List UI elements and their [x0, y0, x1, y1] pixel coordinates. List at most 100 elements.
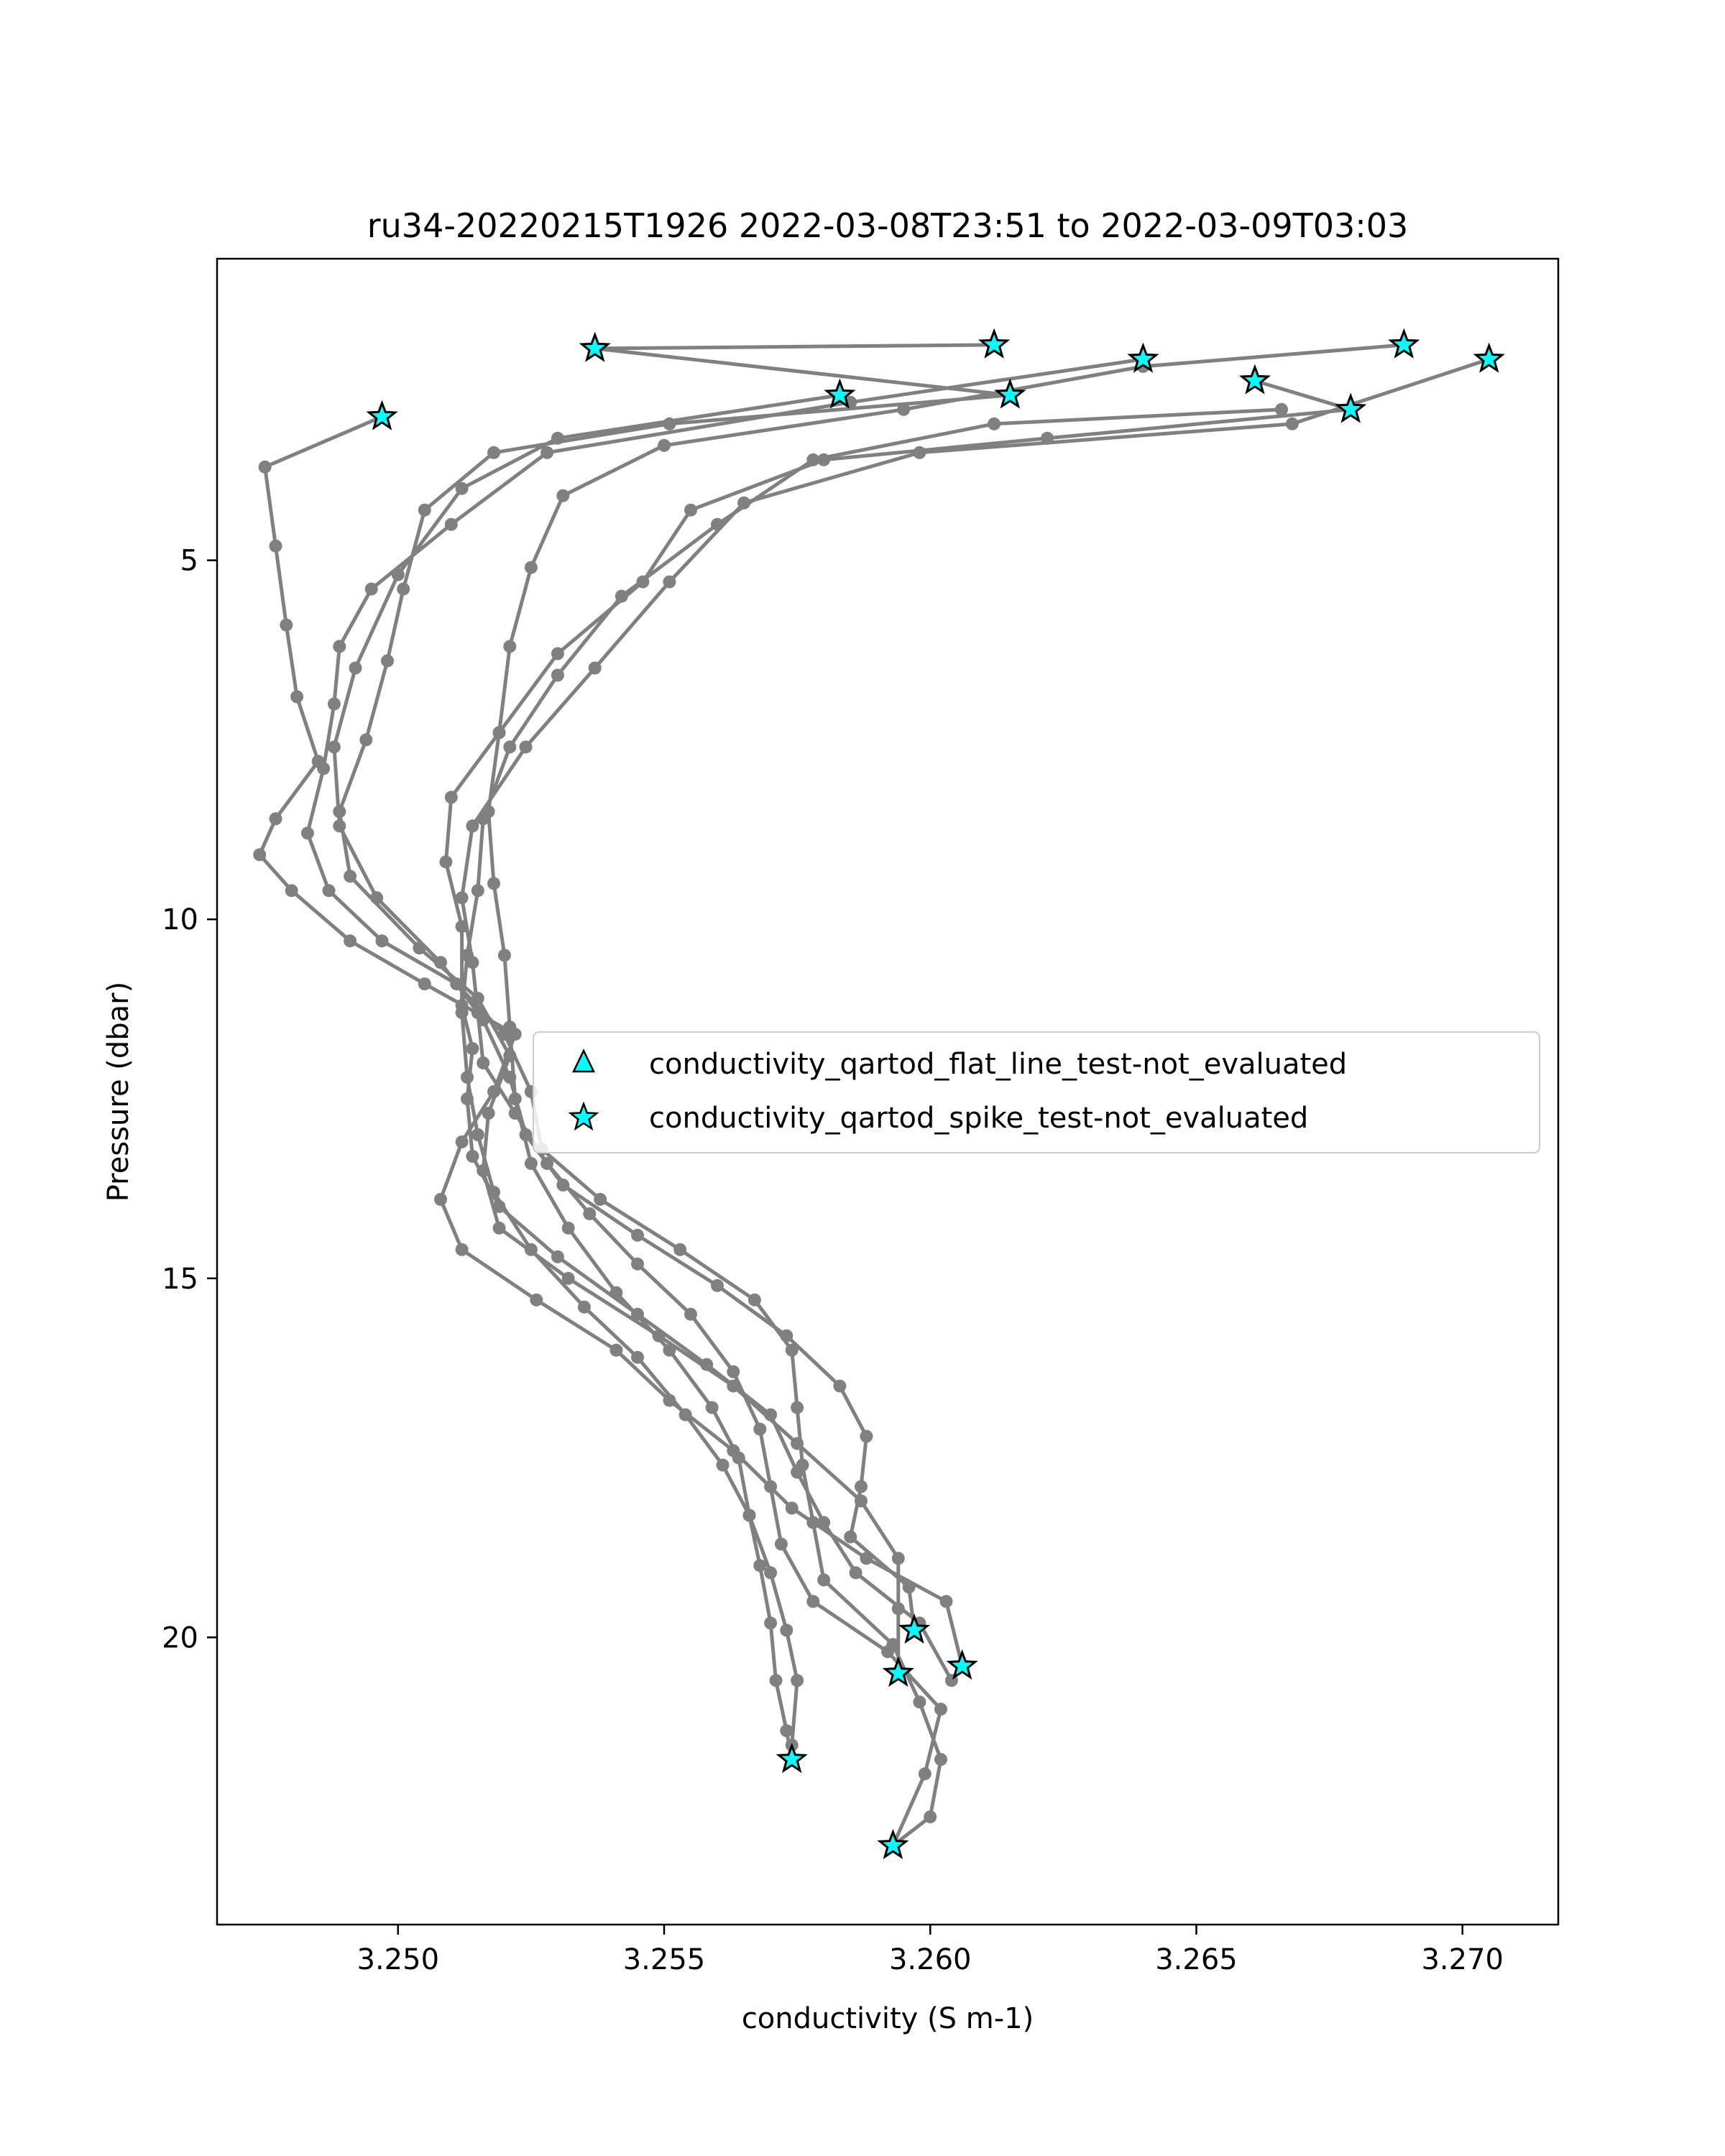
profile-point [742, 1508, 756, 1522]
profile-point [934, 1753, 947, 1766]
profile-point [461, 1071, 474, 1084]
profile-point [455, 482, 469, 495]
y-tick-label: 5 [180, 545, 198, 578]
profile-point [918, 1767, 932, 1781]
profile-point [492, 726, 506, 740]
profile-point [322, 884, 336, 898]
profile-point [471, 884, 484, 898]
profile-point [732, 1451, 745, 1465]
profile-point [455, 1135, 469, 1148]
profile-series-7 [482, 338, 1411, 1766]
profile-point [487, 446, 500, 459]
profile-point [817, 1516, 831, 1529]
profile-point [764, 1616, 778, 1630]
profile-point [477, 812, 490, 826]
spike-flag-star [1388, 328, 1420, 359]
y-tick-label: 15 [162, 1263, 198, 1296]
profile-point [791, 1401, 804, 1414]
profile-point [290, 690, 304, 704]
profile-point [663, 575, 676, 589]
legend-triangle-marker [572, 1049, 595, 1073]
profile-point [269, 812, 282, 826]
profile-point [381, 654, 394, 668]
profile-point [753, 1422, 767, 1436]
profile-point [988, 417, 1001, 430]
legend-label-spike-test: conductivity_qartod_spike_test-not_evalu… [649, 1102, 1308, 1135]
profile-point [344, 934, 357, 948]
profile-point [349, 661, 362, 675]
profile-point [764, 1566, 778, 1580]
profile-point [774, 1537, 788, 1551]
profile-point [806, 1595, 820, 1608]
axes: 3.250 3.255 3.260 3.265 3.270 5 10 15 20 [162, 545, 1504, 1976]
profile-point [471, 1006, 484, 1020]
profile-point [791, 1674, 804, 1687]
profile-point [530, 1293, 543, 1307]
profile-point [364, 582, 378, 596]
profile-point [466, 819, 479, 833]
profile-point [610, 1343, 623, 1357]
profile-point [524, 561, 538, 574]
legend-label-flat-line-test: conductivity_qartod_flat_line_test-not_e… [649, 1048, 1347, 1081]
profile-point [455, 1243, 469, 1256]
profile-point [450, 977, 464, 991]
profile-point [327, 697, 341, 711]
spike-flag-star [824, 378, 856, 409]
profile-point [913, 1695, 926, 1709]
spike-flag-star [882, 1657, 914, 1687]
profile-point [673, 1243, 687, 1256]
profile-point [678, 1408, 692, 1422]
profile-series-6 [455, 352, 1496, 1853]
profile-line [460, 357, 1490, 1847]
profile-point [497, 949, 511, 962]
y-tick-label: 20 [162, 1621, 198, 1654]
profile-point [658, 438, 671, 452]
profile-point [791, 1465, 804, 1479]
spike-flag-star [366, 400, 398, 430]
profile-point [492, 1221, 506, 1235]
profile-point [471, 1128, 484, 1141]
profile-series-8 [455, 402, 1288, 1752]
profile-point [503, 1021, 517, 1034]
profile-point [397, 582, 410, 596]
profile-point [434, 1192, 447, 1206]
profile-point [487, 1185, 500, 1199]
x-tick-label: 3.270 [1421, 1943, 1504, 1976]
profile-point [881, 1645, 894, 1659]
legend: conductivity_qartod_flat_line_test-not_e… [533, 1031, 1540, 1153]
profile-point [561, 1271, 575, 1285]
profile-point [806, 1516, 820, 1529]
profile-point [455, 891, 469, 905]
profile-point [317, 762, 331, 775]
profile-point [631, 1257, 644, 1271]
profile-point [333, 640, 346, 653]
profile-point [785, 1343, 799, 1357]
profile-point [551, 1250, 564, 1263]
profile-point [594, 1192, 607, 1206]
profile-point [444, 791, 458, 804]
profile-point [269, 539, 282, 553]
spike-flag-star [1473, 342, 1505, 373]
profile-point [849, 1566, 862, 1580]
spike-test-flags [366, 328, 1505, 1859]
profile-point [684, 503, 697, 517]
plot-area [253, 328, 1505, 1859]
spike-flag-star [898, 1613, 931, 1644]
y-axis-label: Pressure (dbar) [102, 982, 135, 1202]
profile-point [700, 1358, 714, 1371]
profile-point [902, 1580, 916, 1594]
profile-point [764, 1480, 778, 1493]
profile-point [785, 1501, 799, 1515]
profile-point [583, 1207, 597, 1220]
spike-flag-star [994, 378, 1026, 409]
spike-flag-star [1335, 392, 1367, 423]
profile-point [258, 460, 272, 474]
chart-title: ru34-20220215T1926 2022-03-08T23:51 to 2… [367, 206, 1409, 245]
spike-flag-star [1238, 364, 1271, 395]
x-tick-label: 3.265 [1155, 1943, 1238, 1976]
profile-point [477, 1056, 490, 1069]
profile-point [418, 977, 431, 991]
profile-point [540, 1156, 554, 1170]
profile-point [487, 877, 500, 890]
